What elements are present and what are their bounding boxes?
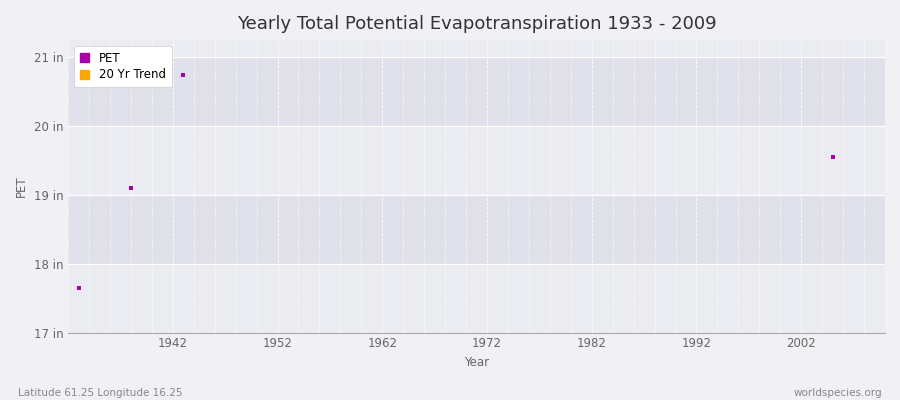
Y-axis label: PET: PET bbox=[15, 176, 28, 197]
X-axis label: Year: Year bbox=[464, 356, 489, 369]
Title: Yearly Total Potential Evapotranspiration 1933 - 2009: Yearly Total Potential Evapotranspiratio… bbox=[237, 15, 716, 33]
Bar bbox=[68, 264, 885, 332]
Text: Latitude 61.25 Longitude 16.25: Latitude 61.25 Longitude 16.25 bbox=[18, 388, 183, 398]
Point bbox=[176, 71, 191, 78]
Bar bbox=[68, 57, 885, 126]
Bar bbox=[68, 195, 885, 264]
Point bbox=[825, 154, 840, 160]
Legend: PET, 20 Yr Trend: PET, 20 Yr Trend bbox=[74, 46, 172, 87]
Point bbox=[123, 185, 138, 191]
Text: worldspecies.org: worldspecies.org bbox=[794, 388, 882, 398]
Bar bbox=[68, 126, 885, 195]
Point bbox=[71, 285, 86, 291]
